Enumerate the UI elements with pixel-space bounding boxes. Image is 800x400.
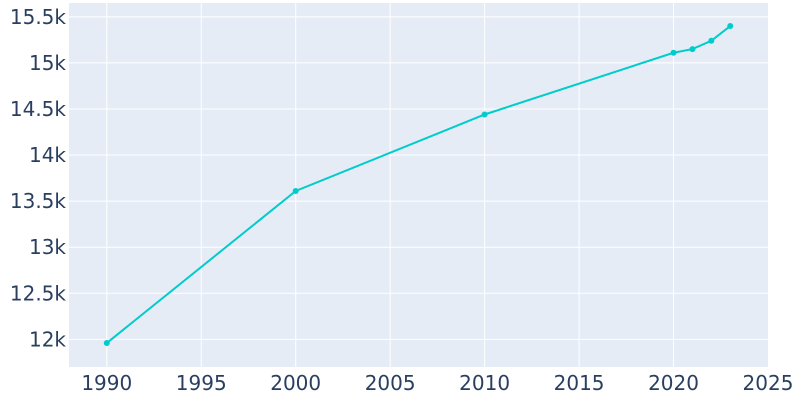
- data-point: [708, 37, 715, 44]
- data-point: [292, 187, 299, 194]
- x-axis: 1990 1995 2000 2005 2010 2015 2020 2025: [81, 371, 793, 395]
- plot-background: [69, 3, 768, 367]
- y-tick-label: 15.5k: [10, 5, 67, 29]
- y-tick-label: 15k: [29, 51, 66, 75]
- x-tick-label: 2000: [270, 371, 321, 395]
- y-tick-label: 12.5k: [10, 281, 67, 305]
- data-point: [670, 49, 677, 56]
- data-point: [103, 340, 110, 347]
- y-tick-label: 13k: [29, 235, 66, 259]
- y-tick-label: 14k: [29, 143, 66, 167]
- x-tick-label: 2025: [743, 371, 794, 395]
- data-point: [481, 111, 488, 118]
- x-tick-label: 2015: [554, 371, 605, 395]
- data-point: [727, 23, 734, 30]
- x-tick-label: 1990: [81, 371, 132, 395]
- y-axis: 12k 12.5k 13k 13.5k 14k 14.5k 15k 15.5k: [10, 5, 67, 352]
- data-points: [103, 23, 734, 347]
- x-tick-label: 2005: [365, 371, 416, 395]
- data-point: [689, 46, 696, 53]
- x-tick-label: 2010: [459, 371, 510, 395]
- x-tick-label: 1995: [176, 371, 227, 395]
- y-tick-label: 14.5k: [10, 97, 67, 121]
- y-tick-label: 13.5k: [10, 189, 67, 213]
- y-tick-label: 12k: [29, 327, 66, 351]
- x-tick-label: 2020: [648, 371, 699, 395]
- grid-lines: [69, 3, 768, 367]
